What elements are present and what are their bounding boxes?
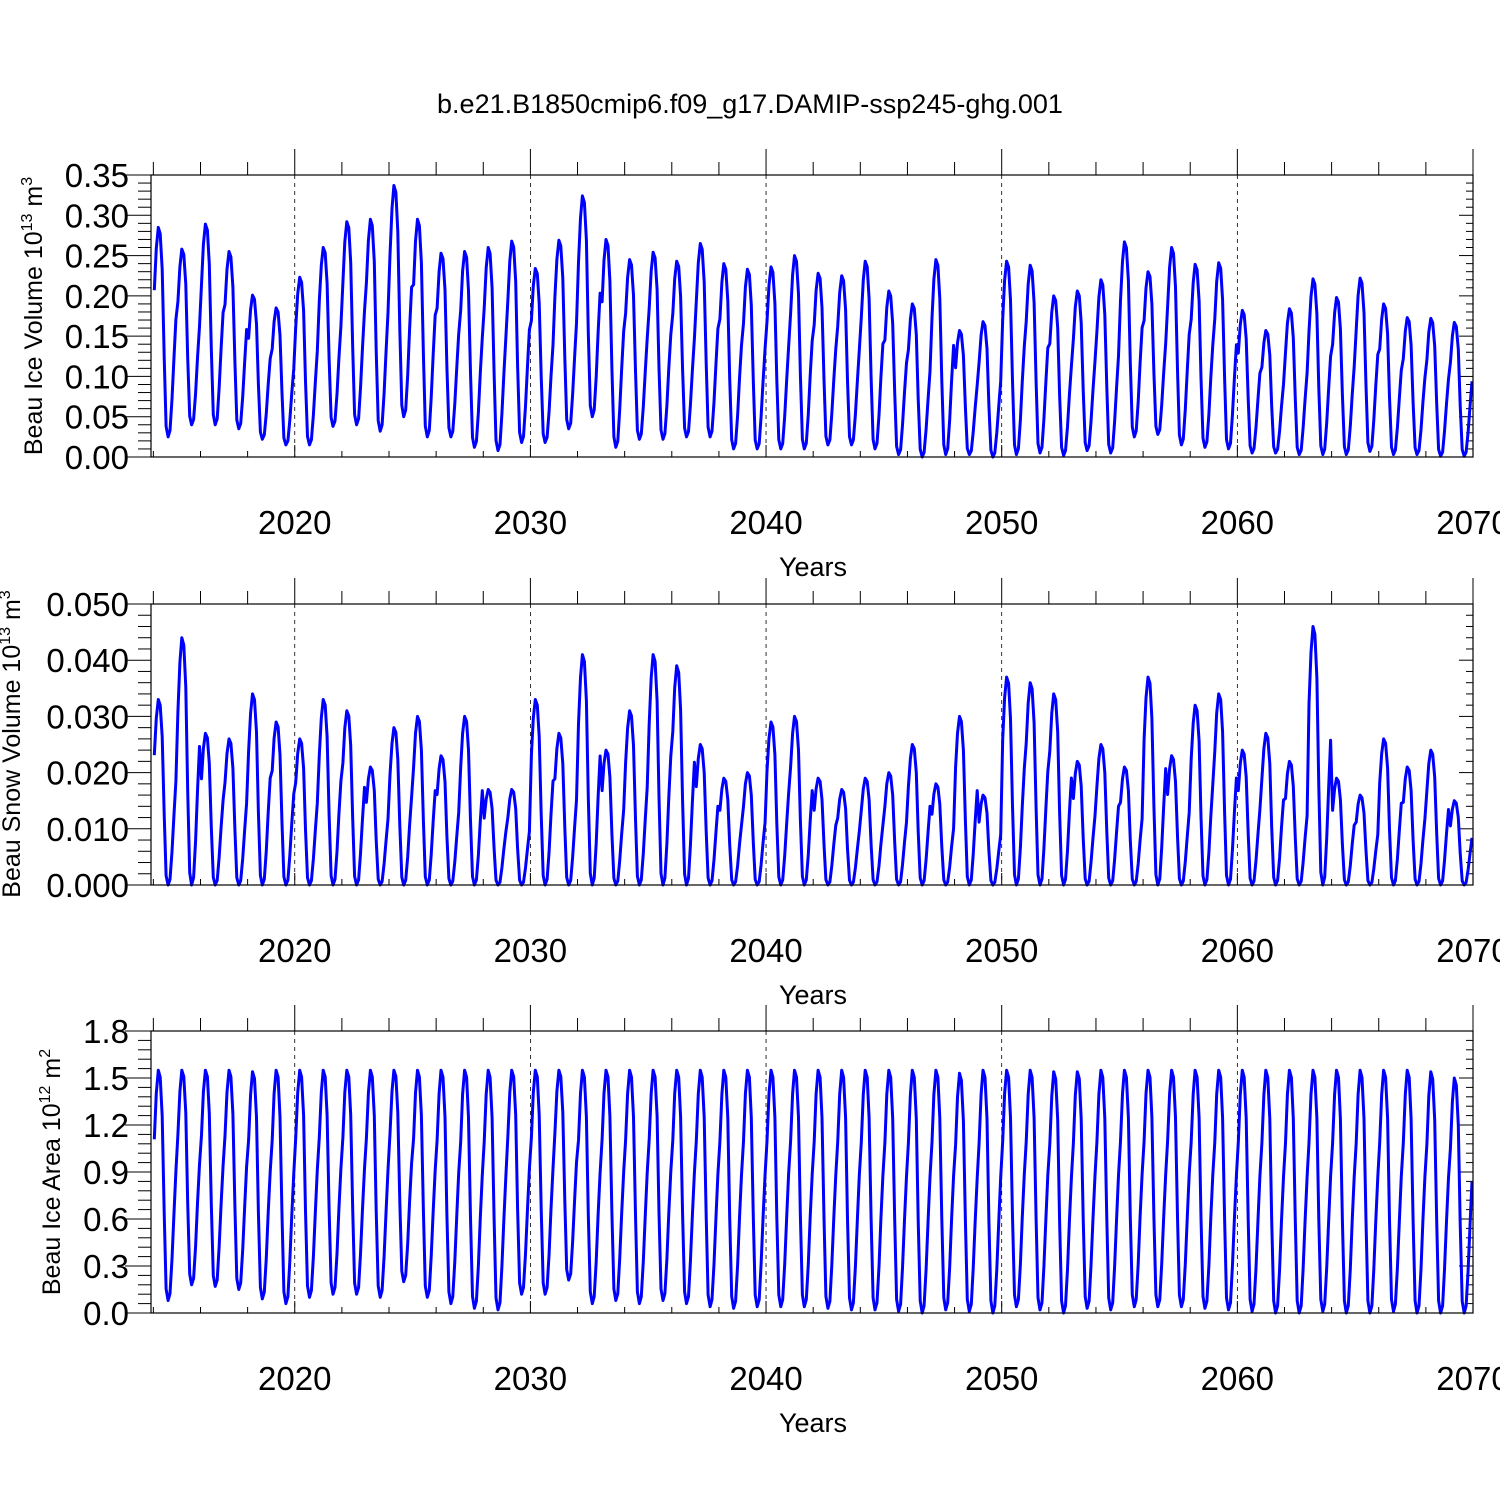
y-tick-label: 0.020 xyxy=(46,755,129,792)
x-tick-label: 2040 xyxy=(729,504,802,541)
plot-frame xyxy=(150,174,1474,458)
y-tick-label: 0.000 xyxy=(46,867,129,904)
panel-ice-volume: 0.000.05 0.100.150.200.25 0.300.35 2020 203… xyxy=(19,149,1500,582)
y-axis-label: Beau Snow Volume 1013 m3 xyxy=(0,590,26,898)
plot-frame xyxy=(150,1030,1474,1314)
plot-frame xyxy=(150,603,1474,886)
y-tick-label: 0.10 xyxy=(65,358,129,395)
panel-ice-area: 0.00.30.60.91.21.51.8 2020 2030 2040 2050 20… xyxy=(37,1005,1500,1438)
y-tick-label: 0.0 xyxy=(83,1295,129,1332)
y-tick-label: 1.8 xyxy=(83,1013,129,1050)
y-tick-label: 0.00 xyxy=(65,439,129,476)
y-axis-label: Beau Ice Area 1012 m2 xyxy=(37,1049,66,1295)
y-tick-label: 0.20 xyxy=(65,278,129,315)
figure-title: b.e21.B1850cmip6.f09_g17.DAMIP-ssp245-gh… xyxy=(437,89,1063,119)
y-tick-label: 0.040 xyxy=(46,642,129,679)
y-tick-label: 0.6 xyxy=(83,1201,129,1238)
y-tick-label: 1.2 xyxy=(83,1107,129,1144)
series-line-snow-volume xyxy=(152,625,1474,887)
x-tick-label: 2040 xyxy=(729,1360,802,1397)
x-tick-labels: 2020 2030 2040 2050 2060 2070 xyxy=(258,932,1500,969)
x-tick-label: 2030 xyxy=(494,1360,567,1397)
y-tick-label: 0.030 xyxy=(46,698,129,735)
x-axis-label: Years xyxy=(779,552,847,582)
x-axis-label: Years xyxy=(779,980,847,1010)
x-tick-label: 2060 xyxy=(1201,932,1274,969)
y-tick-label: 0.010 xyxy=(46,811,129,848)
series-line-ice-volume xyxy=(152,184,1474,459)
x-tick-label: 2030 xyxy=(494,932,567,969)
y-tick-labels: 0.000.05 0.100.150.200.25 0.300.35 xyxy=(65,157,129,476)
series-line-ice-area xyxy=(152,1068,1474,1315)
x-axis-label: Years xyxy=(779,1408,847,1438)
x-tick-label: 2050 xyxy=(965,932,1038,969)
y-tick-labels: 0.000 0.010 0.020 0.030 0.040 0.050 xyxy=(46,586,129,904)
x-tick-label: 2070 xyxy=(1436,932,1500,969)
x-tick-label: 2050 xyxy=(965,1360,1038,1397)
x-tick-label: 2030 xyxy=(494,504,567,541)
x-tick-label: 2070 xyxy=(1436,1360,1500,1397)
y-tick-label: 0.35 xyxy=(65,157,129,194)
y-tick-label: 0.30 xyxy=(65,197,129,234)
x-tick-label: 2060 xyxy=(1201,504,1274,541)
x-tick-label: 2070 xyxy=(1436,504,1500,541)
x-tick-label: 2020 xyxy=(258,504,331,541)
x-tick-label: 2060 xyxy=(1201,1360,1274,1397)
y-tick-label: 0.15 xyxy=(65,318,129,355)
y-tick-label: 0.050 xyxy=(46,586,129,623)
axis-ticks xyxy=(125,578,1474,886)
y-tick-label: 0.25 xyxy=(65,238,129,275)
y-tick-labels: 0.0 0.3 0.6 0.9 1.2 1.5 1.8 xyxy=(83,1013,129,1332)
y-tick-label: 0.9 xyxy=(83,1154,129,1191)
x-tick-label: 2050 xyxy=(965,504,1038,541)
x-tick-labels: 2020 2030 2040 2050 2060 2070 xyxy=(258,504,1500,541)
y-tick-label: 1.5 xyxy=(83,1060,129,1097)
y-axis-label: Beau Ice Volume 1013 m3 xyxy=(19,177,48,455)
x-tick-label: 2040 xyxy=(729,932,802,969)
y-tick-label: 0.05 xyxy=(65,399,129,436)
x-tick-labels: 2020 2030 2040 2050 2060 2070 xyxy=(258,1360,1500,1397)
y-tick-label: 0.3 xyxy=(83,1248,129,1285)
x-tick-label: 2020 xyxy=(258,1360,331,1397)
x-tick-label: 2020 xyxy=(258,932,331,969)
